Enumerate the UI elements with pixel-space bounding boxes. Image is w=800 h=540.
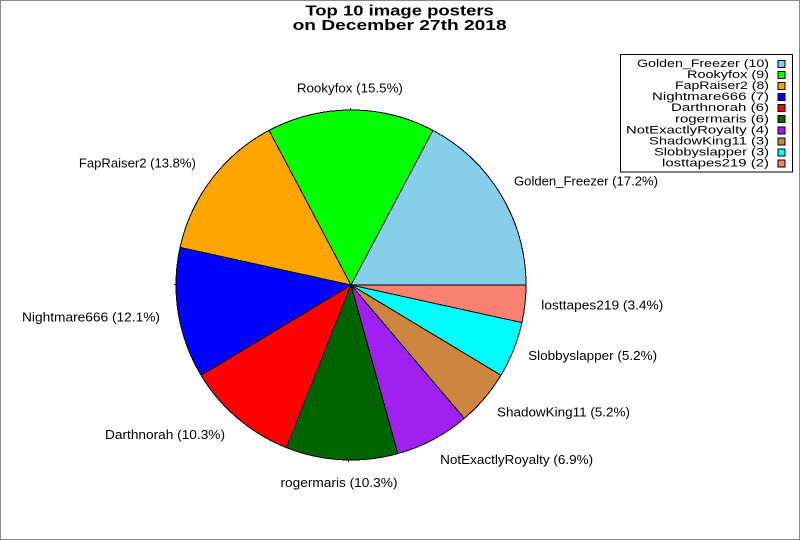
svg-text:losttapes219 (2): losttapes219 (2) <box>662 158 769 170</box>
svg-text:rogermaris (10.3%): rogermaris (10.3%) <box>281 476 398 490</box>
svg-text:Slobbyslapper (5.2%): Slobbyslapper (5.2%) <box>528 349 657 363</box>
svg-text:NotExactlyRoyalty (6.9%): NotExactlyRoyalty (6.9%) <box>440 453 593 467</box>
svg-text:FapRaiser2 (13.8%): FapRaiser2 (13.8%) <box>79 157 196 171</box>
svg-text:Golden_Freezer (17.2%): Golden_Freezer (17.2%) <box>514 174 658 188</box>
svg-text:Darthnorah (6): Darthnorah (6) <box>671 102 769 114</box>
svg-text:Top 10 image posters: Top 10 image posters <box>305 3 494 20</box>
svg-text:Nightmare666 (12.1%): Nightmare666 (12.1%) <box>22 310 160 324</box>
svg-text:Darthnorah (10.3%): Darthnorah (10.3%) <box>105 428 225 442</box>
svg-text:ShadowKing11 (5.2%): ShadowKing11 (5.2%) <box>497 405 630 419</box>
svg-text:FapRaiser2 (8): FapRaiser2 (8) <box>675 80 769 92</box>
svg-text:rogermaris (6): rogermaris (6) <box>675 113 769 125</box>
svg-text:Slobbyslapper (3): Slobbyslapper (3) <box>654 147 769 159</box>
svg-text:losttapes219 (3.4%): losttapes219 (3.4%) <box>541 299 663 313</box>
svg-text:Golden_Freezer (10): Golden_Freezer (10) <box>637 58 769 70</box>
svg-text:on December 27th 2018: on December 27th 2018 <box>293 17 507 34</box>
svg-text:Rookyfox (15.5%): Rookyfox (15.5%) <box>297 82 403 96</box>
svg-text:ShadowKing11 (3): ShadowKing11 (3) <box>649 135 769 147</box>
svg-text:Rookyfox (9): Rookyfox (9) <box>687 69 769 81</box>
svg-text:Nightmare666 (7): Nightmare666 (7) <box>652 91 769 103</box>
svg-text:NotExactlyRoyalty (4): NotExactlyRoyalty (4) <box>626 124 769 136</box>
